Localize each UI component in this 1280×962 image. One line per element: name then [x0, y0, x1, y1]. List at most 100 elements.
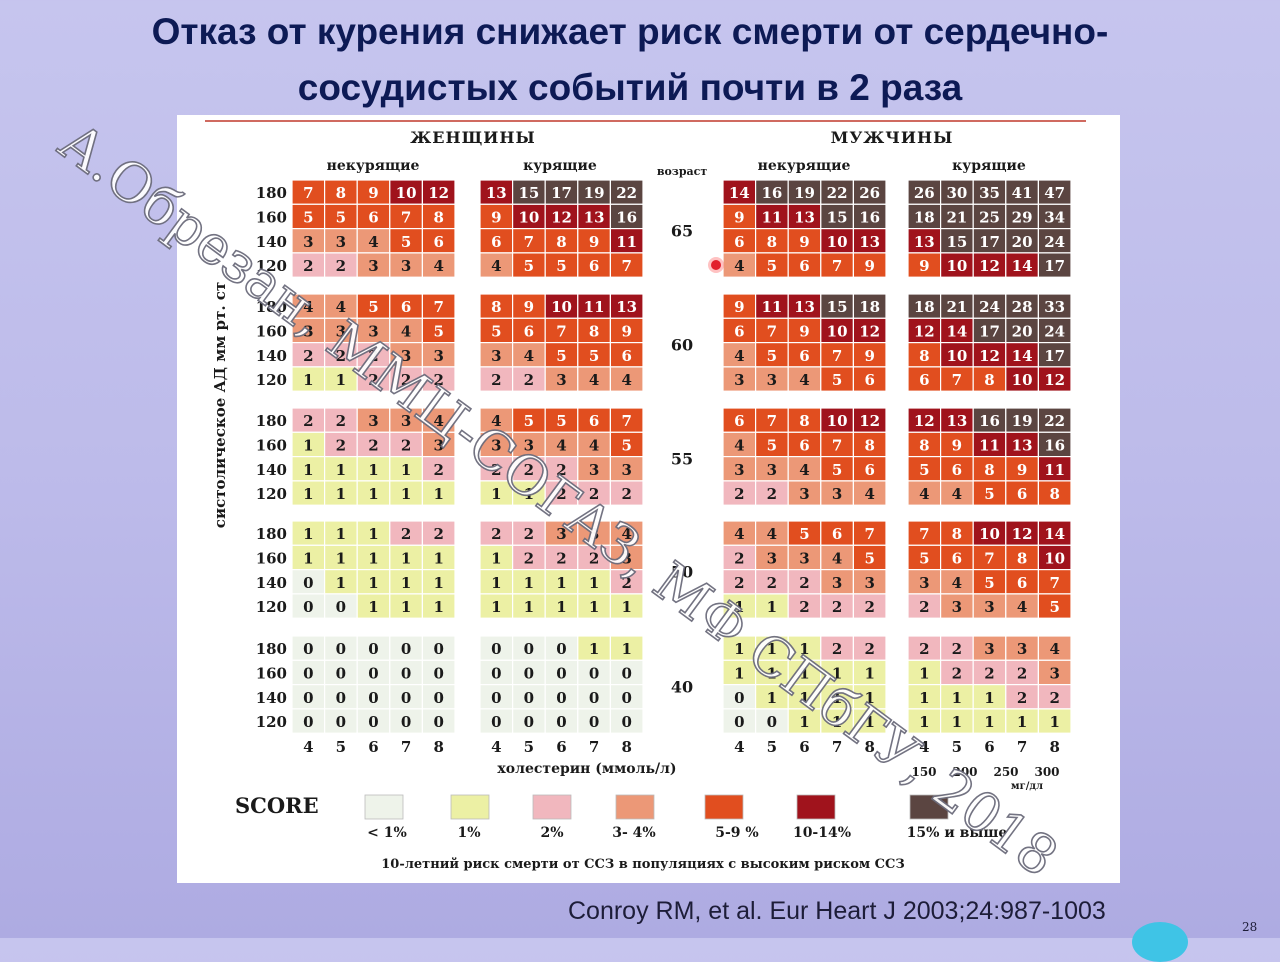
risk-value: 6: [589, 412, 599, 430]
risk-value: 1: [1049, 713, 1059, 731]
risk-value: 1: [433, 549, 443, 567]
risk-cell: [972, 227, 1007, 254]
risk-cell: [852, 179, 887, 205]
risk-cell: [972, 683, 1007, 710]
risk-cell: [852, 252, 887, 278]
risk-value: 4: [1017, 598, 1027, 616]
risk-value: 4: [734, 436, 744, 454]
sbp-tick-label: 140: [256, 574, 287, 592]
risk-value: 12: [859, 322, 880, 340]
risk-value: 2: [401, 436, 411, 454]
risk-value: 30: [946, 184, 967, 202]
risk-cell: [852, 569, 887, 595]
risk-value: 4: [433, 257, 443, 275]
risk-value: 1: [832, 689, 842, 707]
risk-cell: [324, 179, 358, 205]
risk-cell: [820, 252, 854, 278]
risk-value: 17: [979, 322, 1000, 340]
risk-value: 4: [556, 436, 566, 454]
risk-cell: [787, 569, 822, 595]
risk-value: 6: [401, 298, 411, 316]
risk-value: 1: [589, 640, 599, 658]
risk-cell: [1037, 708, 1072, 734]
mgdl-tick-label: 250: [993, 765, 1018, 779]
risk-value: 24: [979, 298, 1000, 316]
risk-cell: [1037, 179, 1072, 205]
risk-value: 2: [524, 371, 534, 389]
risk-value: 2: [589, 485, 599, 503]
risk-value: 9: [734, 298, 744, 316]
risk-cell: [1005, 480, 1039, 506]
risk-cell: [787, 252, 822, 278]
risk-value: 1: [524, 485, 534, 503]
risk-value: 9: [734, 208, 744, 226]
risk-value: 3: [1049, 664, 1059, 682]
risk-cell: [722, 252, 757, 278]
risk-value: 7: [556, 322, 566, 340]
risk-value: 1: [368, 549, 378, 567]
risk-value: 6: [799, 257, 809, 275]
y-axis-label-unit: мм рт. ст: [211, 282, 229, 362]
risk-value: 8: [952, 525, 962, 543]
risk-value: 3: [952, 598, 962, 616]
risk-value: 5: [336, 208, 346, 226]
sbp-tick-label: 120: [256, 598, 287, 616]
risk-value: 6: [621, 347, 631, 365]
risk-value: 3: [621, 549, 631, 567]
risk-cell: [577, 520, 611, 546]
risk-value: 1: [919, 689, 929, 707]
risk-cell: [479, 635, 514, 661]
risk-cell: [972, 407, 1007, 433]
risk-value: 0: [524, 664, 534, 682]
risk-value: 3: [984, 640, 994, 658]
sbp-tick-label: 180: [256, 184, 287, 202]
risk-value: 3: [832, 574, 842, 592]
risk-cell: [544, 456, 579, 482]
risk-cell: [972, 520, 1007, 546]
risk-cell: [577, 252, 611, 278]
risk-value: 1: [952, 689, 962, 707]
risk-cell: [1037, 593, 1072, 619]
risk-value: 8: [1049, 485, 1059, 503]
risk-cell: [852, 708, 887, 734]
risk-cell: [852, 593, 887, 619]
chol-tick-label: 5: [524, 738, 534, 756]
risk-value: 0: [524, 713, 534, 731]
risk-cell: [1005, 407, 1039, 433]
risk-value: 0: [303, 574, 313, 592]
risk-cell: [1037, 659, 1072, 686]
risk-value: 5: [767, 436, 777, 454]
risk-value: 9: [589, 233, 599, 251]
risk-cell: [754, 635, 789, 661]
risk-value: 3: [401, 257, 411, 275]
risk-cell: [722, 520, 757, 546]
risk-value: 5: [864, 549, 874, 567]
risk-value: 6: [734, 412, 744, 430]
y-axis-label: систолическое АД мм рт. ст: [211, 282, 229, 528]
risk-value: 6: [799, 347, 809, 365]
risk-value: 5: [984, 485, 994, 503]
risk-cell: [609, 342, 644, 368]
risk-value: 3: [767, 371, 777, 389]
risk-value: 5: [556, 347, 566, 365]
risk-value: 14: [1044, 525, 1065, 543]
risk-value: 0: [401, 689, 411, 707]
risk-cell: [1037, 456, 1072, 482]
risk-value: 13: [946, 412, 967, 430]
risk-value: 3: [1017, 640, 1027, 658]
risk-value: 0: [336, 598, 346, 616]
risk-value: 20: [1012, 233, 1033, 251]
smoking-status-label: курящие: [952, 158, 1026, 174]
score-chart: 7 8 9 10 125 5 6 7 83 3 4 5 62 2 3 3 44 4 5 6 73 3 3 4 52 2 2 3 31 1 2…: [205, 120, 1086, 872]
risk-value: 2: [1017, 664, 1027, 682]
risk-value: 3: [734, 371, 744, 389]
chol-tick-label: 5: [336, 738, 346, 756]
risk-value: 3: [491, 436, 501, 454]
risk-value: 34: [1044, 208, 1065, 226]
risk-value: 2: [864, 640, 874, 658]
risk-value: 0: [336, 664, 346, 682]
slide-title-line-1: Отказ от курения снижает риск смерти от …: [151, 11, 1109, 52]
risk-value: 7: [952, 371, 962, 389]
risk-value: 13: [794, 208, 815, 226]
risk-cell: [291, 456, 326, 482]
